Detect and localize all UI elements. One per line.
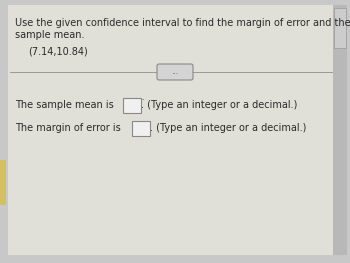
Bar bbox=[333, 5, 347, 255]
Text: (7.14,10.84): (7.14,10.84) bbox=[28, 46, 88, 56]
Text: The sample mean is: The sample mean is bbox=[15, 100, 114, 110]
Text: The margin of error is: The margin of error is bbox=[15, 123, 121, 133]
Bar bbox=[0, 160, 6, 205]
FancyBboxPatch shape bbox=[132, 120, 150, 135]
Bar bbox=[334, 8, 346, 48]
FancyBboxPatch shape bbox=[123, 98, 141, 113]
Text: ...: ... bbox=[172, 68, 178, 77]
Text: Use the given confidence interval to find the margin of error and the: Use the given confidence interval to fin… bbox=[15, 18, 350, 28]
Text: . (Type an integer or a decimal.): . (Type an integer or a decimal.) bbox=[150, 123, 306, 133]
FancyBboxPatch shape bbox=[157, 64, 193, 80]
Text: ·: · bbox=[141, 97, 143, 103]
Text: . (Type an integer or a decimal.): . (Type an integer or a decimal.) bbox=[141, 100, 298, 110]
Text: sample mean.: sample mean. bbox=[15, 30, 84, 40]
